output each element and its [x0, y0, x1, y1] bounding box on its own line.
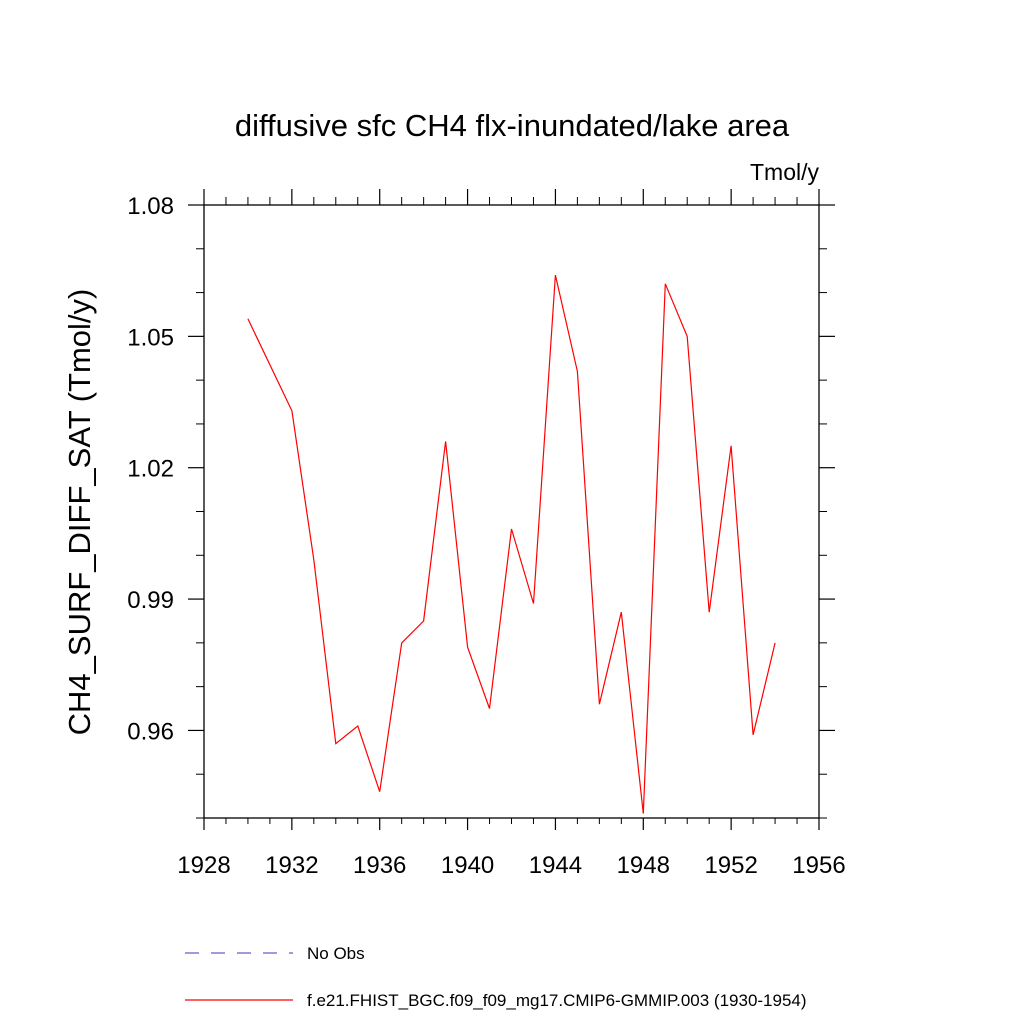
legend: No Obs f.e21.FHIST_BGC.f09_f09_mg17.CMIP…	[185, 944, 807, 1010]
x-tick-label: 1952	[704, 852, 757, 879]
y-tick-label: 1.05	[127, 324, 174, 351]
x-tick-label: 1940	[441, 852, 494, 879]
axis-tick-labels: 1928 1932 1936 1940 1944 1948 1952 1956 0.96 0.99…	[127, 193, 845, 879]
x-tick-label: 1956	[792, 852, 845, 879]
y-axis-label: CH4_SURF_DIFF_SAT (Tmol/y)	[62, 289, 97, 736]
x-tick-label: 1948	[617, 852, 670, 879]
y-tick-label: 0.96	[127, 718, 174, 745]
y-tick-label: 1.08	[127, 193, 174, 220]
y-tick-label: 1.02	[127, 456, 174, 483]
units-label: Tmol/y	[750, 159, 820, 185]
series-line	[247, 274, 776, 814]
chart-title: diffusive sfc CH4 flx-inundated/lake are…	[235, 108, 790, 143]
x-tick-label: 1944	[529, 852, 582, 879]
legend-label-no-obs: No Obs	[307, 944, 365, 963]
x-tick-label: 1936	[353, 852, 406, 879]
axis-ticks	[188, 189, 835, 830]
x-tick-label: 1932	[265, 852, 318, 879]
series-layer	[247, 274, 776, 814]
legend-label-model-run: f.e21.FHIST_BGC.f09_f09_mg17.CMIP6-GMMIP…	[307, 991, 807, 1010]
y-tick-label: 0.99	[127, 587, 174, 614]
plot-frame	[203, 204, 820, 819]
x-tick-label: 1928	[177, 852, 230, 879]
